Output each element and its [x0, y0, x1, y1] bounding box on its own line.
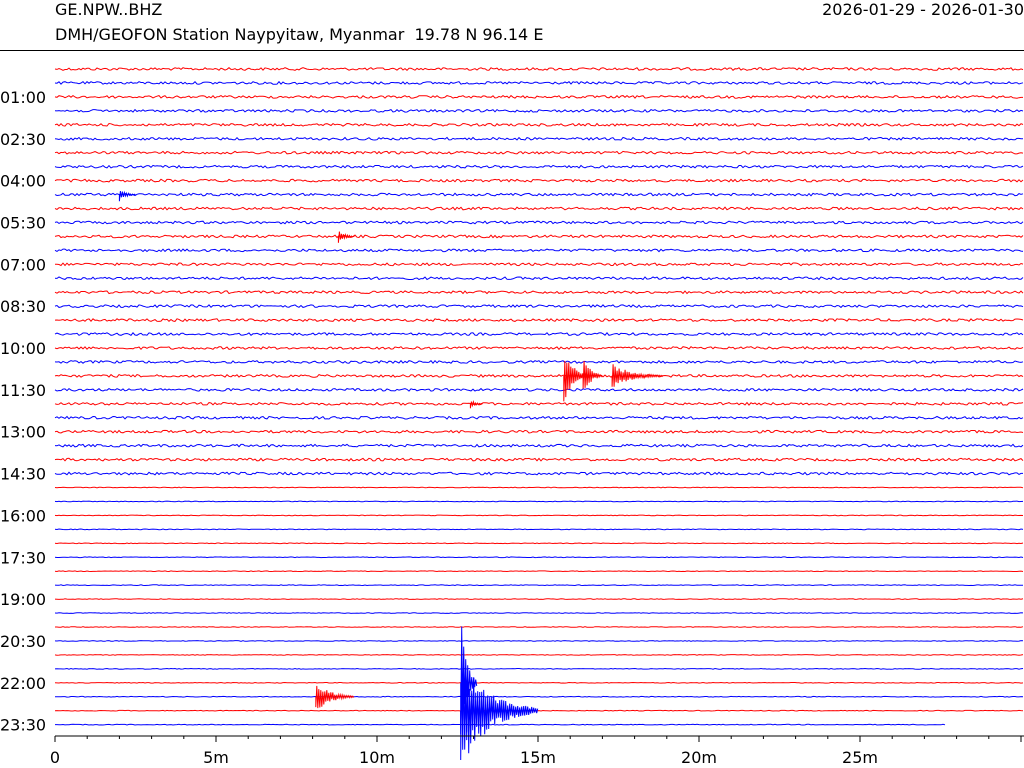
y-tick-label: 10:00: [0, 339, 46, 358]
y-tick-label: 11:30: [0, 381, 46, 400]
trace-line-16: [54, 290, 1024, 295]
trace-line-5: [54, 136, 1024, 141]
trace-line-35: [54, 556, 1024, 559]
trace-line-20: [54, 346, 1024, 351]
trace-line-31: [54, 500, 1024, 503]
y-tick-label: 14:30: [0, 465, 46, 484]
x-axis: 0 5m 10m 15m 20m 25m: [50, 735, 1024, 767]
y-tick-label: 17:30: [0, 548, 46, 567]
event-waveform-9: [460, 685, 532, 735]
trace-line-27: [54, 443, 1024, 448]
y-tick-label: 08:30: [0, 297, 46, 316]
trace-line-33: [54, 528, 1024, 531]
trace-line-14: [54, 262, 1024, 267]
event-waveform-5: [469, 399, 483, 409]
y-tick-label: 13:00: [0, 423, 46, 442]
header-divider: [0, 50, 1024, 51]
trace-line-1: [54, 80, 1024, 85]
event-waveform-0: [118, 190, 136, 202]
trace-line-9: [54, 192, 1024, 197]
trace-line-36: [54, 570, 1024, 573]
trace-line-22: [54, 373, 1024, 378]
trace-line-46: [54, 709, 1024, 712]
station-code: GE.NPW..BHZ: [55, 0, 163, 19]
trace-line-25: [54, 415, 1024, 420]
trace-line-0: [54, 67, 1024, 71]
y-tick-label: 07:00: [0, 255, 46, 274]
event-waveform-3: [582, 360, 603, 389]
y-axis-labels: 01:00 02:30 04:00 05:30 07:00 08:30 10:00 11:30…: [0, 88, 46, 735]
trace-line-23: [54, 387, 1024, 392]
y-tick-label: 19:00: [0, 590, 46, 609]
y-tick-label: 04:00: [0, 172, 46, 191]
trace-line-40: [55, 626, 1024, 628]
trace-line-21: [54, 359, 1024, 365]
trace-line-43: [54, 667, 1024, 670]
event-waveform-6: [315, 685, 355, 709]
event-waveform-8: [460, 662, 539, 761]
trace-line-39: [54, 612, 1024, 614]
event-group: [118, 190, 664, 761]
trace-line-10: [54, 206, 1024, 211]
y-tick-label: 20:30: [0, 632, 46, 651]
trace-line-42: [54, 654, 1024, 656]
y-tick-label: 23:30: [0, 716, 46, 735]
trace-line-34: [54, 542, 1024, 545]
trace-group: [54, 67, 1024, 726]
trace-line-11: [54, 220, 1024, 225]
trace-line-4: [54, 122, 1024, 127]
trace-line-44: [54, 681, 1024, 684]
trace-line-28: [54, 457, 1024, 462]
trace-line-29: [54, 471, 1023, 476]
trace-line-24: [54, 401, 1024, 406]
trace-line-3: [54, 108, 1024, 113]
date-range: 2026-01-29 - 2026-01-30: [822, 0, 1024, 19]
x-tick-label: 5m: [203, 748, 229, 767]
trace-line-15: [54, 276, 1024, 281]
trace-line-18: [54, 318, 1024, 323]
trace-line-37: [54, 584, 1023, 587]
trace-line-13: [54, 248, 1024, 253]
trace-line-19: [54, 332, 1024, 336]
trace-line-17: [54, 304, 1024, 309]
y-tick-label: 16:00: [0, 506, 46, 525]
trace-line-26: [54, 429, 1024, 434]
trace-line-45: [54, 695, 1024, 698]
event-waveform-4: [611, 364, 664, 387]
trace-line-12: [54, 234, 1024, 239]
trace-line-38: [54, 598, 1024, 600]
station-description: DMH/GEOFON Station Naypyitaw, Myanmar 19…: [55, 25, 544, 44]
trace-line-8: [54, 178, 1024, 183]
event-waveform-1: [337, 231, 355, 243]
trace-line-2: [54, 94, 1023, 99]
x-tick-label: 0: [50, 748, 60, 767]
trace-line-6: [54, 150, 1024, 155]
trace-line-47: [55, 723, 946, 726]
y-tick-label: 01:00: [0, 88, 46, 107]
trace-line-32: [54, 514, 1024, 517]
trace-line-30: [54, 486, 1024, 489]
x-tick-label: 20m: [681, 748, 717, 767]
x-tick-label: 15m: [520, 748, 556, 767]
y-tick-label: 05:30: [0, 213, 46, 232]
x-tick-label: 10m: [359, 748, 395, 767]
trace-line-7: [54, 164, 1024, 169]
x-tick-label: 25m: [842, 748, 878, 767]
y-tick-label: 02:30: [0, 130, 46, 149]
y-tick-label: 22:00: [0, 674, 46, 693]
trace-line-41: [54, 640, 1024, 642]
